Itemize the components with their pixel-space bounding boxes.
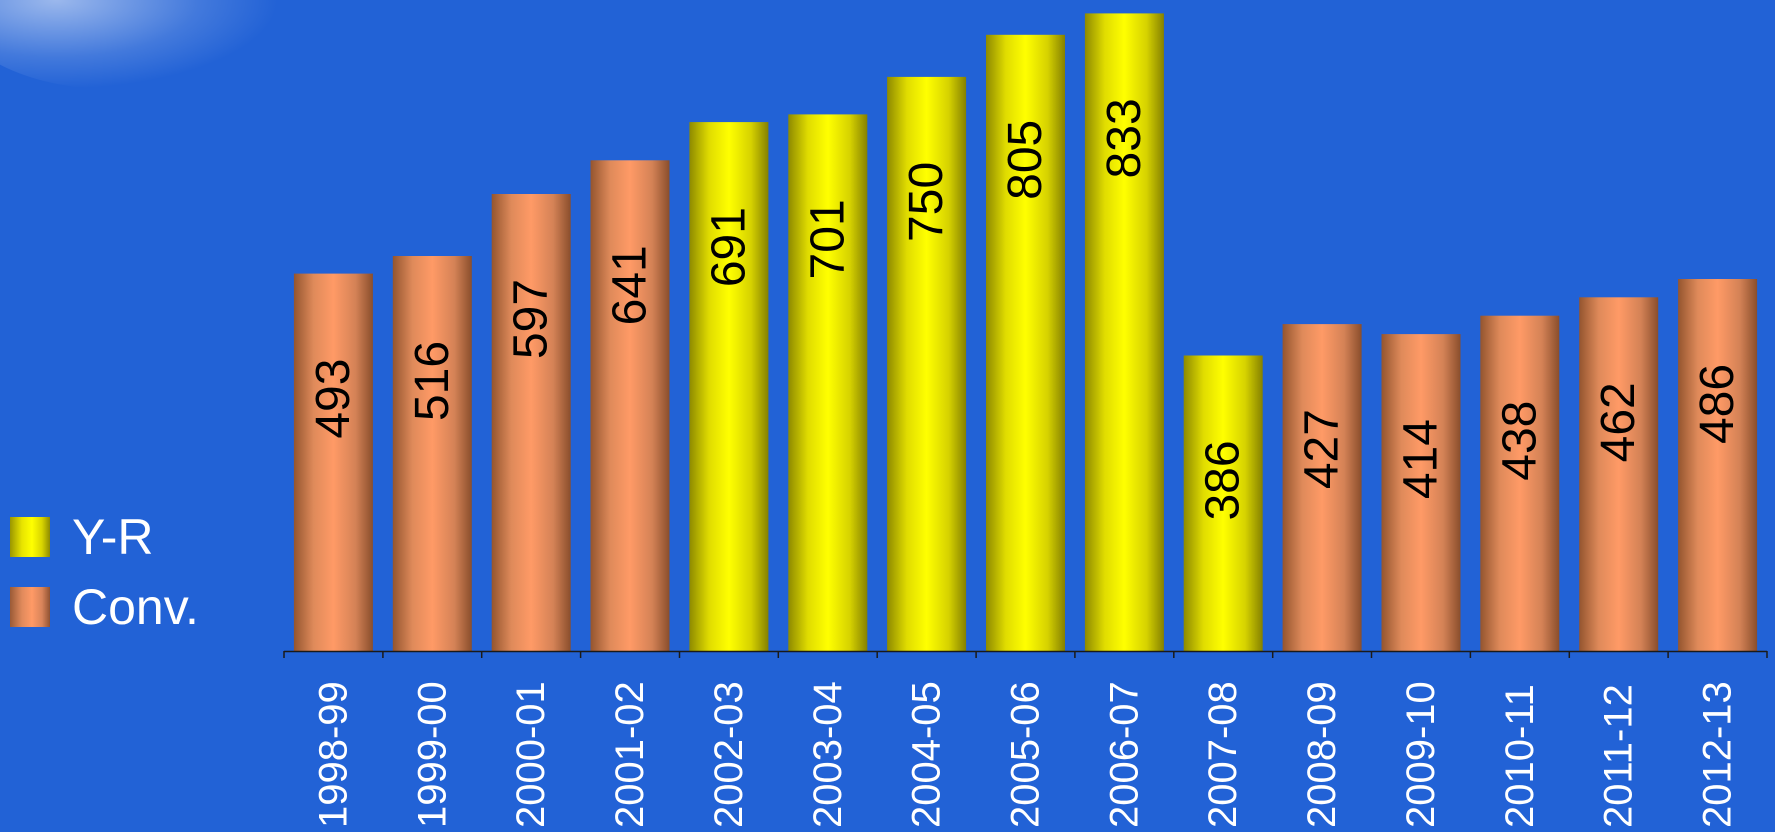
- x-tick-label-1998-99: 1998-99: [311, 681, 355, 828]
- data-label-2007-08: 386: [1197, 440, 1250, 520]
- bar-2005-06: [986, 34, 1065, 652]
- x-tick-label-2008-09: 2008-09: [1300, 681, 1344, 828]
- x-tick-label-2009-10: 2009-10: [1399, 681, 1443, 828]
- x-tick-label-2002-03: 2002-03: [707, 681, 751, 828]
- bar-2006-07: [1084, 13, 1164, 651]
- legend: Y-R Conv.: [10, 509, 199, 655]
- x-tick-label-2010-11: 2010-11: [1498, 684, 1542, 828]
- data-label-2010-11: 438: [1493, 401, 1546, 481]
- bar-2004-05: [887, 76, 967, 651]
- x-tick-label-2012-13: 2012-13: [1696, 681, 1740, 828]
- data-label-2005-06: 805: [999, 120, 1052, 200]
- bar-1998-99: [293, 273, 373, 651]
- data-label-1998-99: 493: [307, 359, 360, 439]
- x-tick-label-2006-07: 2006-07: [1102, 681, 1146, 828]
- data-label-2000-01: 597: [505, 279, 558, 359]
- x-tick-label-2005-06: 2005-06: [1004, 681, 1048, 828]
- data-label-2004-05: 750: [900, 162, 953, 242]
- data-label-2009-10: 414: [1395, 419, 1448, 499]
- legend-item-conv: Conv.: [10, 579, 199, 635]
- bar-2003-04: [788, 114, 868, 651]
- x-tick-label-2003-04: 2003-04: [806, 681, 850, 828]
- data-label-1999-00: 516: [406, 341, 459, 421]
- bar-2009-10: [1381, 334, 1461, 651]
- bar-2002-03: [689, 122, 769, 652]
- x-tick-label-2001-02: 2001-02: [608, 681, 652, 828]
- legend-item-yr: Y-R: [10, 509, 199, 565]
- x-tick-label-1999-00: 1999-00: [410, 681, 454, 828]
- bar-2011-12: [1579, 297, 1659, 651]
- bar-2000-01: [491, 194, 571, 651]
- legend-label-yr: Y-R: [72, 509, 154, 565]
- legend-label-conv: Conv.: [72, 579, 199, 635]
- data-label-2012-13: 486: [1691, 364, 1744, 444]
- bar-2001-02: [590, 160, 670, 652]
- bar-2007-08: [1183, 355, 1263, 651]
- bar-1999-00: [392, 256, 472, 651]
- bar-2008-09: [1282, 324, 1362, 651]
- x-tick-label-2000-01: 2000-01: [509, 681, 553, 828]
- legend-swatch-yr: [10, 517, 50, 557]
- bar-2010-11: [1480, 315, 1560, 651]
- data-label-2006-07: 833: [1098, 98, 1151, 178]
- data-label-2008-09: 427: [1296, 409, 1349, 489]
- data-label-2001-02: 641: [604, 245, 657, 325]
- bar-2012-13: [1678, 279, 1758, 651]
- data-label-2003-04: 701: [801, 199, 854, 279]
- x-tick-label-2004-05: 2004-05: [905, 681, 949, 828]
- data-label-2011-12: 462: [1592, 382, 1645, 462]
- x-tick-label-2007-08: 2007-08: [1201, 681, 1245, 828]
- legend-swatch-conv: [10, 587, 50, 627]
- x-tick-label-2011-12: 2011-12: [1597, 684, 1641, 828]
- data-label-2002-03: 691: [702, 207, 755, 287]
